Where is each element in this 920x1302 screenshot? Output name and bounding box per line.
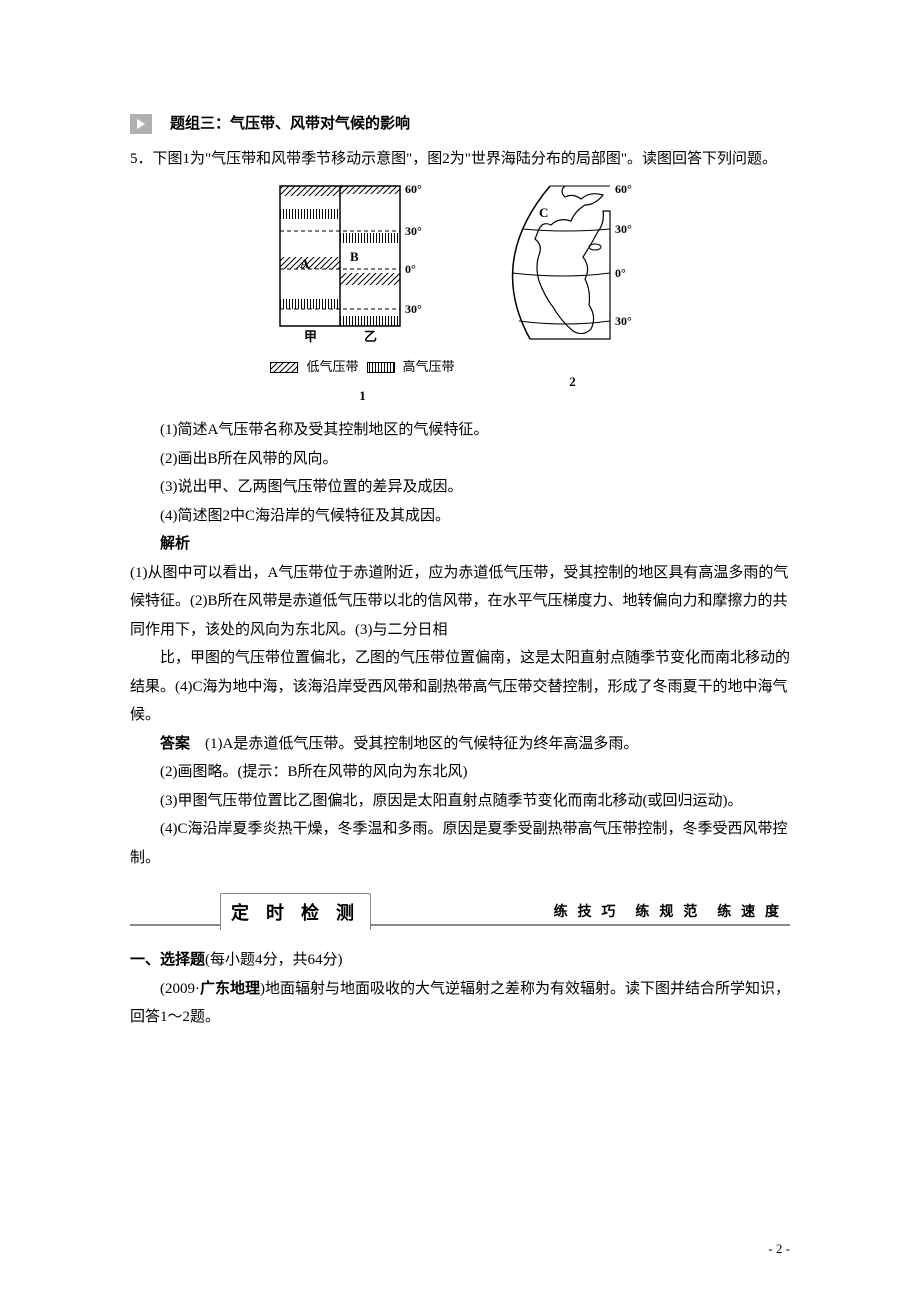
mc-source-bold: 广东地理 xyxy=(200,980,260,997)
analysis-p2: 比，甲图的气压带位置偏北，乙图的气压带位置偏南，这是太阳直射点随季节变化而南北移… xyxy=(130,644,790,730)
answer-a2: (2)画图略。(提示：B所在风带的风向为东北风) xyxy=(130,758,790,787)
high-swatch xyxy=(367,362,395,373)
answer-a3: (3)甲图气压带位置比乙图偏北，原因是太阳直射点随季节变化而南北移动(或回归运动… xyxy=(130,787,790,816)
figure-2-svg: C 60° 30° 0° 30° xyxy=(495,181,650,366)
q5-intro-text: 下图1为"气压带和风带季节移动示意图"，图2为"世界海陆分布的局部图"。读图回答… xyxy=(153,151,778,167)
figures: A B 60° 30° 0° 30° 甲 乙 低气压带 高气压带 1 xyxy=(130,181,790,408)
figure-1: A B 60° 30° 0° 30° 甲 乙 低气压带 高气压带 1 xyxy=(270,181,455,408)
svg-text:甲: 甲 xyxy=(304,329,317,344)
q5-number: 5． xyxy=(130,151,153,167)
figure-2-num: 2 xyxy=(569,370,576,395)
svg-text:30°: 30° xyxy=(615,314,632,328)
svg-text:乙: 乙 xyxy=(364,329,377,344)
answer-a1: (1)A是赤道低气压带。受其控制地区的气候特征为终年高温多雨。 xyxy=(205,736,638,752)
analysis-p1: (1)从图中可以看出，A气压带位于赤道附近，应为赤道低气压带，受其控制的地区具有… xyxy=(130,559,790,645)
svg-text:A: A xyxy=(300,256,310,271)
legend-low: 低气压带 xyxy=(306,355,358,380)
timed-test-title: 定 时 检 测 xyxy=(220,893,371,930)
answer-line1: 答案 (1)A是赤道低气压带。受其控制地区的气候特征为终年高温多雨。 xyxy=(130,730,790,759)
analysis-label-text: 解析 xyxy=(160,535,190,552)
figure-1-num: 1 xyxy=(359,384,366,409)
analysis-label: 解析 xyxy=(130,530,790,559)
arrow-icon xyxy=(130,114,152,134)
svg-text:60°: 60° xyxy=(405,182,422,196)
mc-intro: (2009·广东地理)地面辐射与地面吸收的大气逆辐射之差称为有效辐射。读下图并结… xyxy=(130,975,790,1032)
svg-text:C: C xyxy=(539,205,548,220)
svg-text:30°: 30° xyxy=(405,302,422,316)
svg-text:0°: 0° xyxy=(405,262,416,276)
svg-text:B: B xyxy=(350,249,359,264)
q5-sub4: (4)简述图2中C海沿岸的气候特征及其成因。 xyxy=(130,502,790,531)
section-title: 题组三：气压带、风带对气候的影响 xyxy=(170,110,410,139)
figure-1-svg: A B 60° 30° 0° 30° 甲 乙 xyxy=(270,181,455,351)
q5-sub2: (2)画出B所在风带的风向。 xyxy=(130,445,790,474)
timed-test-bar: 定 时 检 测 练 技 巧 练 规 范 练 速 度 xyxy=(130,896,790,926)
mc-points: (每小题4分，共64分) xyxy=(205,952,343,968)
low-swatch xyxy=(270,362,298,373)
q5-sub1: (1)简述A气压带名称及受其控制地区的气候特征。 xyxy=(130,416,790,445)
mc-source: (2009· xyxy=(160,981,200,997)
svg-text:60°: 60° xyxy=(615,182,632,196)
page-number: - 2 - xyxy=(768,1237,790,1262)
q5-intro: 5．下图1为"气压带和风带季节移动示意图"，图2为"世界海陆分布的局部图"。读图… xyxy=(130,145,790,174)
answer-a4: (4)C海沿岸夏季炎热干燥，冬季温和多雨。原因是夏季受副热带高气压带控制，冬季受… xyxy=(130,815,790,872)
q5-sub3: (3)说出甲、乙两图气压带位置的差异及成因。 xyxy=(130,473,790,502)
figure-2: C 60° 30° 0° 30° 2 xyxy=(495,181,650,408)
section-header: 题组三：气压带、风带对气候的影响 xyxy=(130,110,790,139)
svg-text:30°: 30° xyxy=(615,222,632,236)
timed-test-right: 练 技 巧 练 规 范 练 速 度 xyxy=(554,898,790,925)
mc-heading: 一、选择题(每小题4分，共64分) xyxy=(130,946,790,975)
svg-text:0°: 0° xyxy=(615,266,626,280)
figure-1-legend: 低气压带 高气压带 xyxy=(270,355,454,380)
legend-high: 高气压带 xyxy=(403,355,455,380)
answer-label: 答案 xyxy=(160,735,190,752)
svg-text:30°: 30° xyxy=(405,224,422,238)
mc-heading-text: 一、选择题 xyxy=(130,951,205,968)
